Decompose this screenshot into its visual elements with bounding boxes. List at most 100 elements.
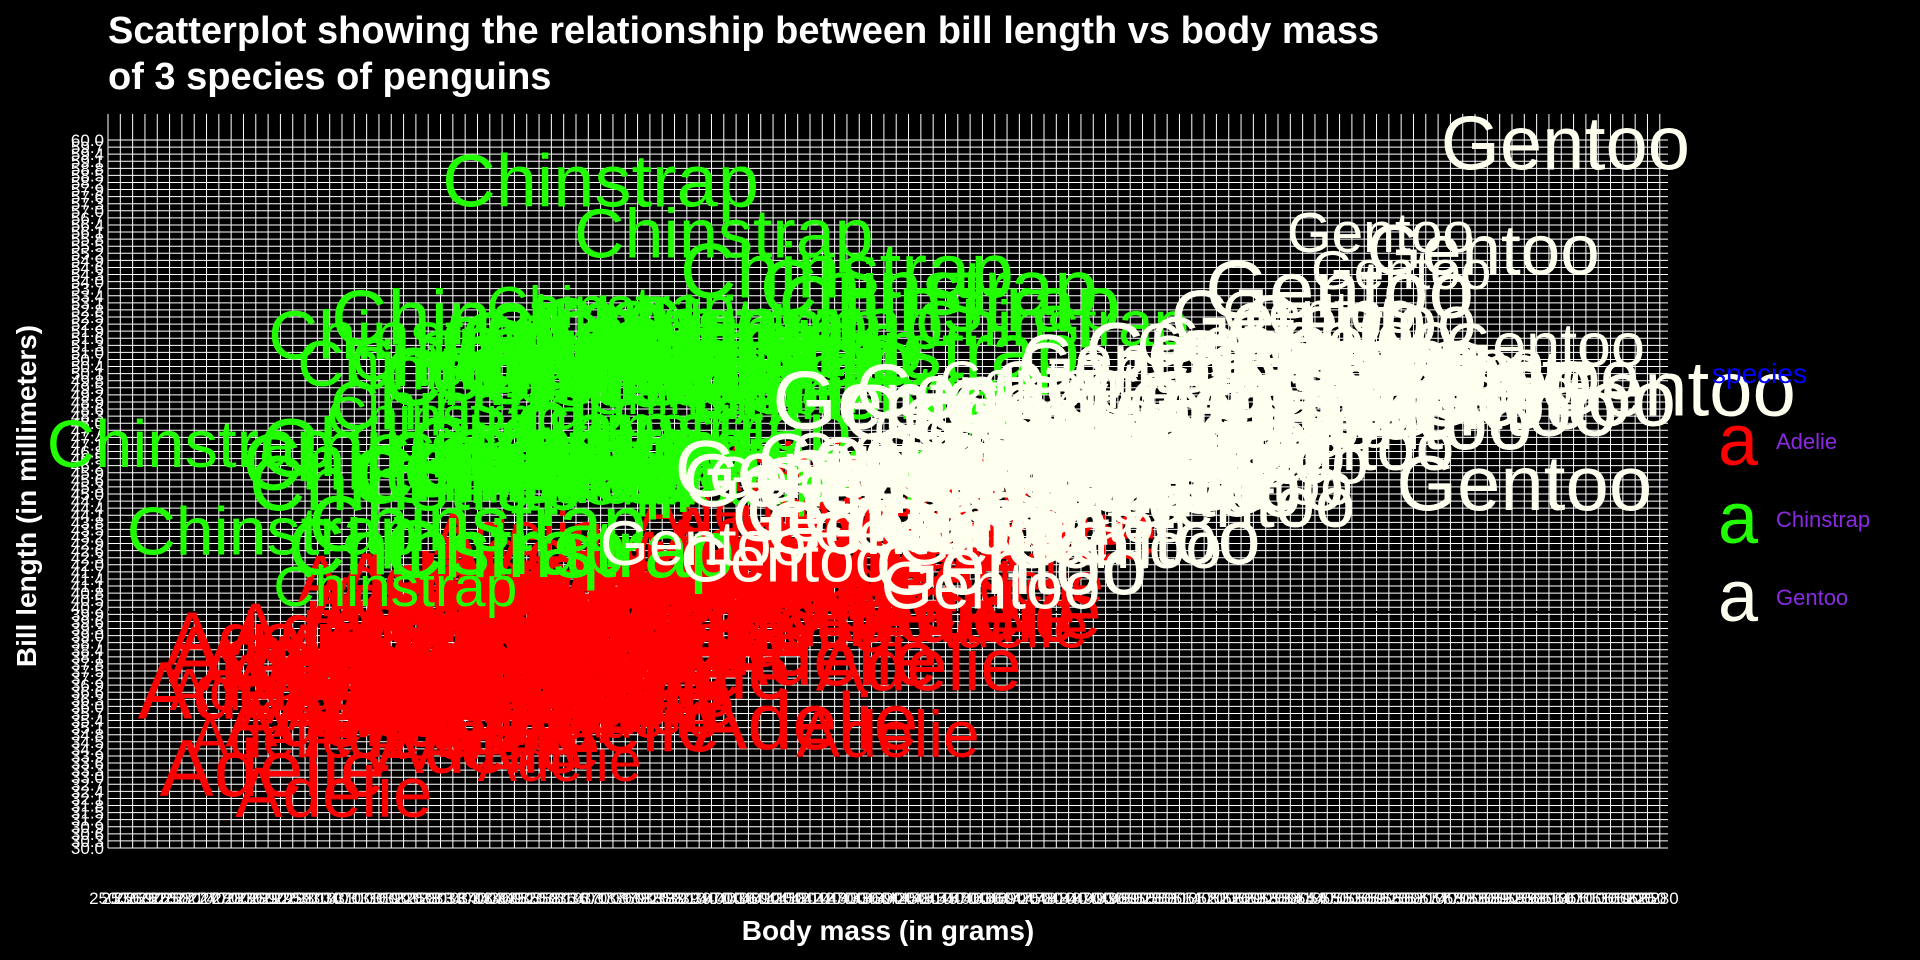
x-tick-label: 4480 xyxy=(902,889,940,908)
data-point-adelie: Adelie xyxy=(375,635,581,718)
data-point-adelie: Adelie xyxy=(530,559,691,624)
data-point-adelie: Adelie xyxy=(621,563,785,629)
data-point-adelie: Adelie xyxy=(390,557,607,645)
data-point-chinstrap: Chinstrap xyxy=(308,478,646,567)
data-point-adelie: Adelie xyxy=(412,637,626,723)
x-tick-label: 3310 xyxy=(422,889,460,908)
x-tick-label: 2530 xyxy=(101,889,139,908)
y-tick-label: 31.2 xyxy=(71,811,104,830)
data-point-gentoo: Gentoo xyxy=(1272,337,1531,426)
y-tick-label: 43.5 xyxy=(71,520,104,539)
y-tick-label: 32.1 xyxy=(71,789,104,808)
data-point-chinstrap: Chinstrap xyxy=(483,310,718,372)
data-point-gentoo: Gentoo xyxy=(1049,448,1302,534)
x-tick-label: 3160 xyxy=(360,889,398,908)
data-point-gentoo: Gentoo xyxy=(1333,337,1592,426)
data-point-adelie: Adelie xyxy=(598,526,809,611)
data-point-adelie: Adelie xyxy=(190,704,354,770)
x-tick-label: 4930 xyxy=(1087,889,1125,908)
x-tick-label: 2590 xyxy=(126,889,164,908)
x-tick-label: 3910 xyxy=(668,889,706,908)
y-tick-label: 51.0 xyxy=(71,343,104,362)
data-point-chinstrap: Chinstrap xyxy=(417,319,661,383)
data-point-chinstrap: Chinstrap xyxy=(384,504,735,595)
x-tick-label: 4030 xyxy=(717,889,755,908)
y-axis-title: Bill length (in millimeters) xyxy=(11,325,42,667)
x-tick-label: 5170 xyxy=(1185,889,1223,908)
data-point-adelie: Adelie xyxy=(560,614,743,688)
data-point-gentoo: Gentoo xyxy=(1297,338,1546,423)
data-point-chinstrap: Chinstrap xyxy=(627,281,944,364)
data-point-chinstrap: Chinstrap xyxy=(778,259,1120,348)
y-tick-label: 55.5 xyxy=(71,237,104,256)
y-tick-label: 45.3 xyxy=(71,478,104,497)
x-tick-label: 3430 xyxy=(471,889,509,908)
data-point-chinstrap: Chinstrap xyxy=(355,429,702,519)
data-point-adelie: Adelie xyxy=(224,642,402,714)
y-tick-label: 33.3 xyxy=(71,761,104,780)
data-point-adelie: Adelie xyxy=(308,580,483,650)
x-tick-label: 6130 xyxy=(1579,889,1617,908)
x-tick-label: 3880 xyxy=(656,889,694,908)
data-point-adelie: Adelie xyxy=(168,610,396,701)
data-point-chinstrap: Chinstrap xyxy=(479,314,804,399)
data-point-gentoo: Gentoo xyxy=(873,398,1067,464)
data-point-adelie: Adelie xyxy=(639,476,809,544)
x-tick-label: 4510 xyxy=(914,889,952,908)
x-tick-label: 2560 xyxy=(114,889,152,908)
data-point-adelie: Adelie xyxy=(666,542,863,621)
y-tick-label: 35.4 xyxy=(71,712,104,731)
data-point-adelie: Adelie xyxy=(424,566,655,659)
x-tick-label: 5020 xyxy=(1124,889,1162,908)
data-point-adelie: Adelie xyxy=(237,640,390,702)
data-point-adelie: Adelie xyxy=(581,573,784,654)
data-point-adelie: Adelie xyxy=(331,621,542,706)
data-point-adelie: Adelie xyxy=(438,668,641,749)
data-point-adelie: Adelie xyxy=(750,549,945,627)
x-tick-label: 5230 xyxy=(1210,889,1248,908)
data-point-adelie: Adelie xyxy=(495,644,706,729)
y-tick-label: 53.7 xyxy=(71,280,104,299)
y-tick-label: 36.3 xyxy=(71,690,104,709)
data-point-gentoo: Gentoo xyxy=(918,433,1187,524)
data-point-gentoo: Gentoo xyxy=(1038,447,1271,526)
data-point-gentoo: Gentoo xyxy=(1189,336,1409,411)
data-point-chinstrap: Chinstrap xyxy=(347,335,608,403)
x-tick-label: 4660 xyxy=(976,889,1014,908)
x-tick-label: 4780 xyxy=(1025,889,1063,908)
data-point-gentoo: Gentoo xyxy=(813,500,1003,565)
legend-key-gentoo: a xyxy=(1718,557,1759,637)
data-point-gentoo: Gentoo xyxy=(1257,320,1464,390)
y-tick-label: 52.2 xyxy=(71,315,104,334)
y-tick-label: 59.7 xyxy=(71,138,104,157)
data-point-chinstrap: Chinstrap xyxy=(538,283,868,369)
data-point-gentoo: Gentoo xyxy=(1225,407,1455,485)
data-point-gentoo: Gentoo xyxy=(765,486,1011,570)
data-point-gentoo: Gentoo xyxy=(1445,311,1645,379)
data-point-gentoo: Gentoo xyxy=(852,487,1088,567)
data-point-chinstrap: Chinstrap xyxy=(609,320,879,390)
data-point-gentoo: Gentoo xyxy=(919,438,1145,515)
x-tick-label: 5410 xyxy=(1284,889,1322,908)
legend-key-chinstrap: a xyxy=(1718,479,1759,559)
data-point-adelie: Adelie xyxy=(536,597,747,682)
data-point-adelie: Adelie xyxy=(320,580,512,657)
data-point-gentoo: Gentoo xyxy=(1006,508,1223,582)
data-point-gentoo: Gentoo xyxy=(1207,347,1473,437)
y-tick-label: 60.0 xyxy=(71,131,104,150)
y-tick-label: 50.1 xyxy=(71,365,104,384)
y-tick-label: 33.6 xyxy=(71,754,104,773)
y-tick-label: 32.7 xyxy=(71,775,104,794)
data-point-adelie: Adelie xyxy=(167,597,378,682)
y-tick-label: 42.0 xyxy=(71,556,104,575)
data-point-adelie: Adelie xyxy=(444,613,675,706)
chart-title-line-1: Scatterplot showing the relationship bet… xyxy=(108,10,1379,52)
data-point-adelie: Adelie xyxy=(543,609,699,672)
data-point-adelie: Adelie xyxy=(200,624,406,707)
y-tick-label: 42.6 xyxy=(71,542,104,561)
data-point-gentoo: Gentoo xyxy=(1008,495,1261,581)
data-point-chinstrap: Chinstrap xyxy=(579,453,827,518)
x-tick-label: 5860 xyxy=(1468,889,1506,908)
data-point-adelie: Adelie xyxy=(375,706,581,789)
data-point-gentoo: Gentoo xyxy=(1341,328,1544,397)
